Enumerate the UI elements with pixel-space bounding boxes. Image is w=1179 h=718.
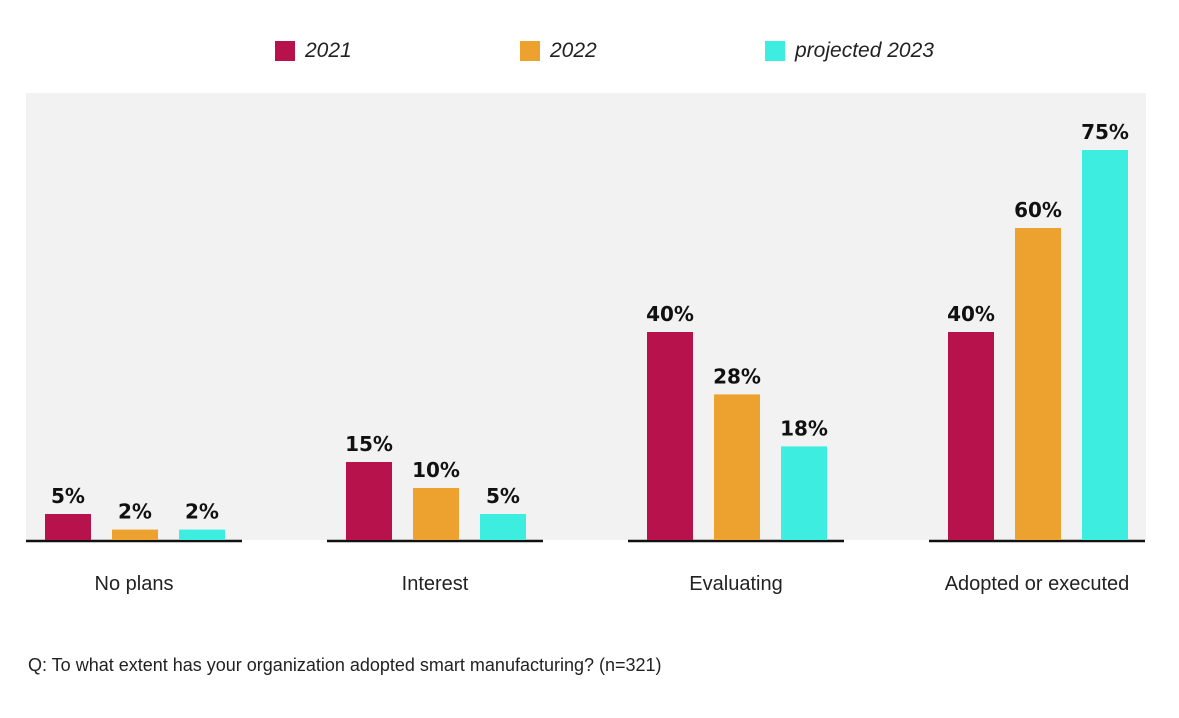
category-label-no-plans: No plans — [95, 573, 174, 595]
legend-label-2021: 2021 — [305, 39, 352, 62]
bar-interest-2022 — [413, 488, 459, 540]
bar-interest-2021 — [346, 462, 392, 540]
survey-question-note: Q: To what extent has your organization … — [28, 655, 662, 675]
data-label-adopted-or-executed-projected-2023: 75% — [1081, 120, 1129, 144]
bar-no-plans-projected-2023 — [179, 529, 225, 540]
bar-evaluating-2021 — [647, 332, 693, 540]
category-label-interest: Interest — [402, 573, 469, 595]
legend-item-projected-2023: projected 2023 — [765, 36, 934, 66]
bar-interest-projected-2023 — [480, 514, 526, 540]
data-label-adopted-or-executed-2022: 60% — [1014, 198, 1062, 222]
data-label-evaluating-2021: 40% — [646, 302, 694, 326]
data-label-evaluating-projected-2023: 18% — [780, 416, 828, 440]
data-label-no-plans-2022: 2% — [118, 500, 152, 524]
data-label-evaluating-2022: 28% — [713, 364, 761, 388]
data-label-interest-2022: 10% — [412, 458, 460, 482]
bar-evaluating-projected-2023 — [781, 446, 827, 540]
legend-item-2022: 2022 — [520, 36, 597, 66]
bar-no-plans-2021 — [45, 514, 91, 540]
bars-layer: 5% 2% 2% No plans 15% 10% 5% Interest 40% 28% 18% E… — [26, 120, 1145, 595]
bar-adopted-or-executed-projected-2023 — [1082, 150, 1128, 540]
data-label-interest-projected-2023: 5% — [486, 484, 520, 508]
data-label-no-plans-projected-2023: 2% — [185, 500, 219, 524]
bar-adopted-or-executed-2022 — [1015, 228, 1061, 540]
category-label-adopted-or-executed: Adopted or executed — [945, 573, 1130, 595]
data-label-adopted-or-executed-2021: 40% — [947, 302, 995, 326]
legend-swatch-2022 — [520, 41, 540, 61]
bar-evaluating-2022 — [714, 394, 760, 540]
legend-label-projected-2023: projected 2023 — [795, 39, 934, 62]
data-label-no-plans-2021: 5% — [51, 484, 85, 508]
bar-adopted-or-executed-2021 — [948, 332, 994, 540]
legend-item-2021: 2021 — [275, 36, 352, 66]
bar-chart: 5% 2% 2% No plans 15% 10% 5% Interest 40% 28% 18% E… — [26, 93, 1146, 595]
legend-swatch-2021 — [275, 41, 295, 61]
legend-label-2022: 2022 — [550, 39, 597, 62]
legend-swatch-projected-2023 — [765, 41, 785, 61]
data-label-interest-2021: 15% — [345, 432, 393, 456]
legend: 2021 2022 projected 2023 — [0, 36, 1179, 66]
category-label-evaluating: Evaluating — [689, 573, 782, 595]
bar-no-plans-2022 — [112, 529, 158, 540]
